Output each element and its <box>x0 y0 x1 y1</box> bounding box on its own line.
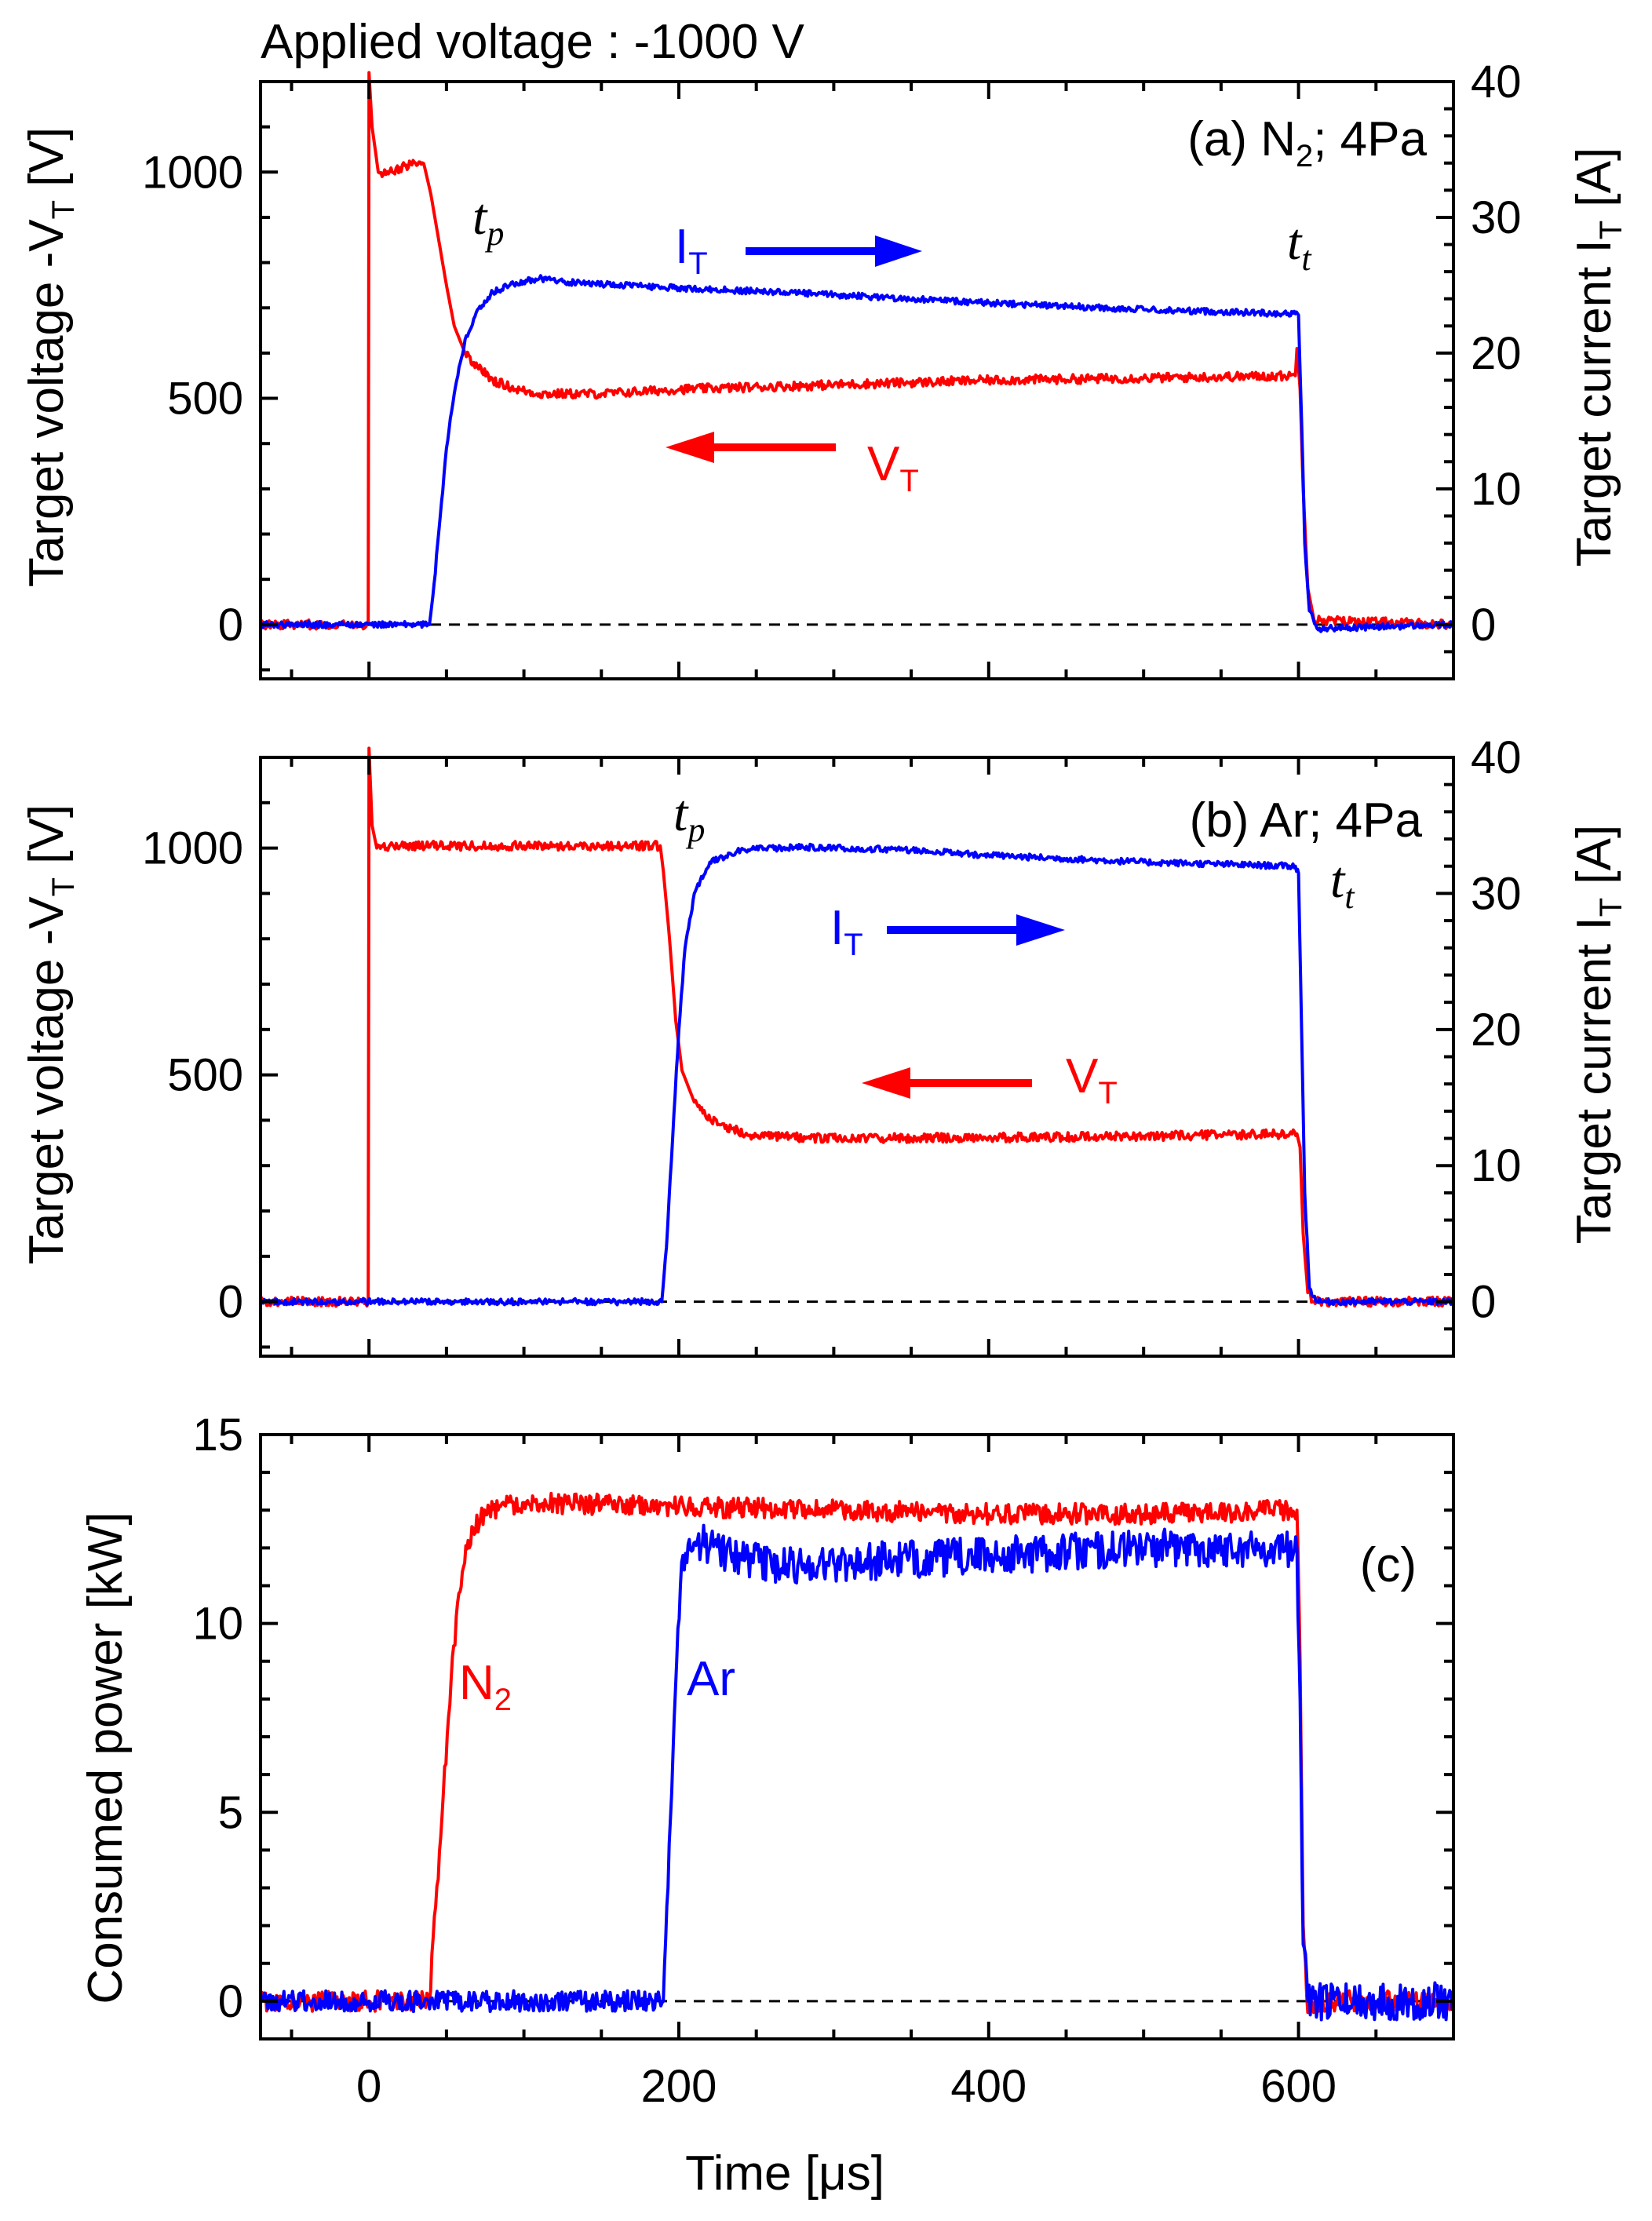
panel-a-ticks <box>261 80 1455 680</box>
panel-a-y-right-title: Target current IT [A] <box>1567 148 1628 567</box>
panel-c-series-ar <box>259 1523 1455 2022</box>
panel-b-series <box>259 746 1455 1308</box>
panel-a-vt-arrow <box>666 432 836 463</box>
panel-b-y-right-tick-label: 30 <box>1471 868 1522 919</box>
panel-b-it-arrow <box>887 914 1065 946</box>
panel-c-x-tick-label: 400 <box>950 2061 1027 2112</box>
panel-c-x-tick-labels: 0 200 400 600 <box>356 2061 1337 2112</box>
panel-b-y-left-title: Target voltage -VT [V] <box>20 804 81 1264</box>
panel-a-y-right-tick-label: 20 <box>1471 328 1522 379</box>
panel-a-series <box>259 71 1455 633</box>
panel-b-vt-arrow <box>862 1067 1032 1099</box>
panel-c-y-left-tick-label: 15 <box>192 1410 243 1461</box>
panel-a-label: (a) N2; 4Pa <box>1187 112 1427 173</box>
panel-a-tp-label: tp <box>472 188 504 253</box>
panel-a-tt-label: tt <box>1287 213 1312 278</box>
panel-a-y-left-title: Target voltage -VT [V] <box>20 127 81 587</box>
panel-b-y-tick-labels: 0 500 1000 0 10 20 30 40 <box>142 732 1522 1328</box>
panel-c-x-tick-label: 0 <box>356 2061 381 2112</box>
panel-b-y-left-tick-label: 0 <box>218 1277 243 1328</box>
panel-c-y-left-tick-label: 5 <box>218 1787 243 1838</box>
panel-a-y-left-tick-label: 1000 <box>142 147 243 198</box>
panel-a-series-it <box>260 274 1455 633</box>
panel-c-n2-label: N2 <box>459 1656 512 1717</box>
panel-b-tp-label: tp <box>673 785 705 849</box>
panel-b-y-right-title: Target current IT [A] <box>1567 825 1628 1244</box>
panel-c-ar-label: Ar <box>687 1652 735 1706</box>
panel-c-series <box>259 1491 1455 2022</box>
panel-c-x-title: Time [μs] <box>685 2146 884 2201</box>
panel-c-series-n2 <box>259 1491 1455 2015</box>
panel-a-vt-label: VT <box>867 437 919 498</box>
panel-b-label: (b) Ar; 4Pa <box>1190 793 1423 848</box>
panel-b-series-it <box>260 842 1455 1307</box>
panel-a-it-arrow <box>746 235 922 267</box>
panel-b-it-label: IT <box>830 901 863 962</box>
panel-a-y-right-tick-label: 30 <box>1471 192 1522 243</box>
panel-b-ticks <box>261 756 1455 1358</box>
panel-b-y-left-tick-label: 1000 <box>142 823 243 874</box>
panel-b-tt-label: tt <box>1330 852 1355 916</box>
panel-c-x-tick-label: 600 <box>1260 2061 1337 2112</box>
panel-a-y-right-tick-label: 0 <box>1471 600 1496 651</box>
panel-a-y-tick-labels: 0 500 1000 0 10 20 30 40 <box>142 57 1522 651</box>
panel-c-y-left-title: Consumed power [kW] <box>78 1512 133 2004</box>
panel-a-y-right-tick-label: 10 <box>1471 464 1522 515</box>
panel-b-vt-label: VT <box>1066 1049 1118 1110</box>
figure-title: Applied voltage : -1000 V <box>261 15 804 69</box>
panel-a-series-vt <box>259 71 1454 631</box>
panel-c-x-tick-label: 200 <box>641 2061 717 2112</box>
panel-c-label: (c) <box>1360 1538 1417 1592</box>
panel-c-y-left-tick-label: 10 <box>192 1599 243 1650</box>
panel-c-y-left-tick-label: 0 <box>218 1976 243 2027</box>
panel-a-y-right-tick-label: 40 <box>1471 57 1522 108</box>
panel-a-it-label: IT <box>675 220 708 281</box>
panel-b-y-right-tick-label: 0 <box>1471 1277 1496 1328</box>
panel-b: 0 500 1000 0 10 20 30 40 Target voltage -VT [V]… <box>20 732 1628 1358</box>
panel-b-y-right-tick-label: 20 <box>1471 1005 1522 1056</box>
panel-c: 0 5 10 15 0 200 400 600 Consumed power [kW] Ti… <box>78 1410 1455 2201</box>
panel-b-series-vt <box>259 746 1454 1308</box>
panel-b-y-left-tick-label: 500 <box>167 1050 243 1101</box>
panel-a: 0 500 1000 0 10 20 30 40 Target voltage -VT [V]… <box>20 57 1628 680</box>
panel-c-ticks <box>261 1433 1455 2040</box>
panel-b-y-right-tick-label: 40 <box>1471 732 1522 783</box>
panel-c-y-tick-labels: 0 5 10 15 <box>192 1410 243 2027</box>
panel-b-y-right-tick-label: 10 <box>1471 1140 1522 1191</box>
panel-a-y-left-tick-label: 0 <box>218 600 243 651</box>
panel-a-y-left-tick-label: 500 <box>167 374 243 425</box>
